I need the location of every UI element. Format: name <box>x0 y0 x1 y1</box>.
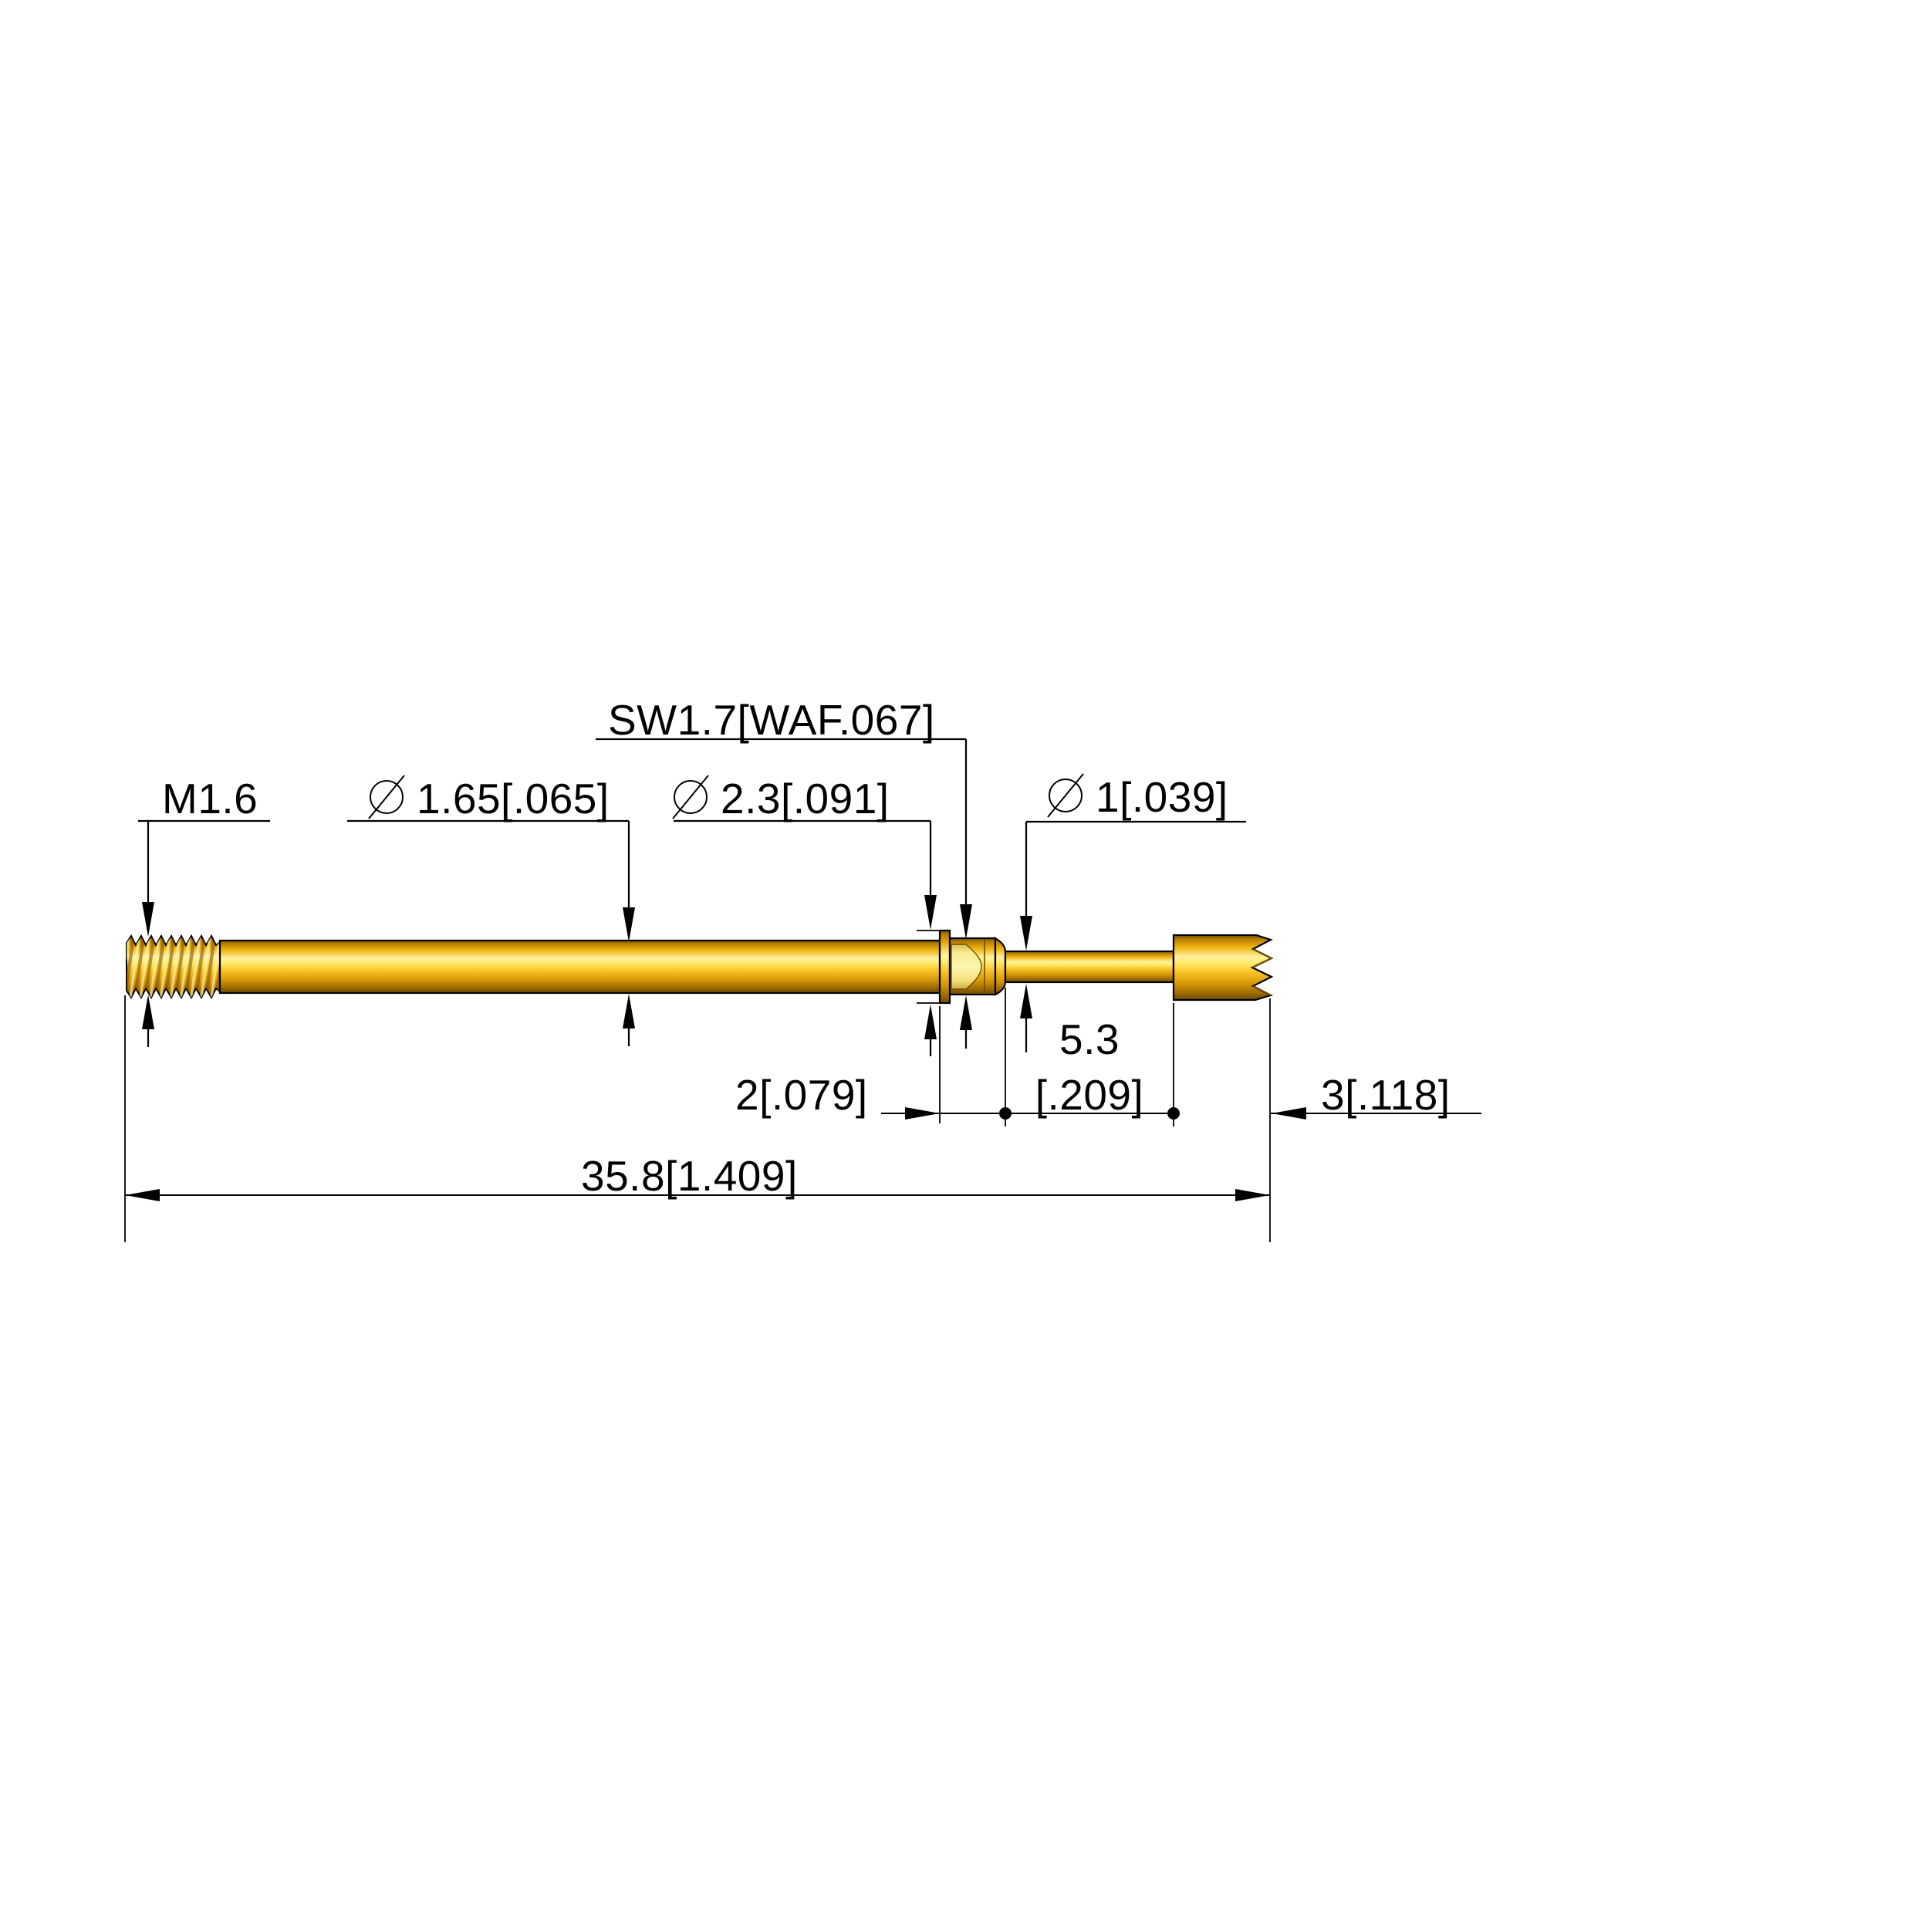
thread-size-label: M1.6 <box>162 775 258 822</box>
plunger-diameter-label: 1[.039] <box>1096 773 1228 821</box>
hex-length-dimension: 2[.079] <box>735 1071 868 1119</box>
diameter-symbol-icon <box>1047 773 1084 818</box>
serrated-tip-head <box>1172 934 1274 1001</box>
dimension-lines <box>125 1107 1481 1201</box>
diameter-symbols <box>368 773 1084 819</box>
diameter-symbol-icon <box>368 775 405 819</box>
probe-body <box>126 929 1274 1005</box>
plunger-exposed-dimension-in: [.209] <box>1035 1071 1144 1119</box>
diameter-symbol-icon <box>672 775 709 819</box>
flange-diameter-label: 2.3[.091] <box>721 775 890 822</box>
taper-section <box>994 937 1007 996</box>
plunger-exposed-dimension-mm: 5.3 <box>1059 1015 1120 1063</box>
flange-section <box>938 929 951 1005</box>
thread-section <box>126 934 221 1000</box>
barrel-diameter-label: 1.65[.065] <box>417 775 610 822</box>
plunger-shaft <box>1004 950 1175 984</box>
overall-length-dimension: 35.8[1.409] <box>581 1152 798 1200</box>
callout-arrowheads <box>142 895 1032 1039</box>
extension-lines <box>124 988 1271 1242</box>
tip-length-dimension: 3[.118] <box>1321 1071 1451 1119</box>
tip-serration-shading <box>1251 948 1273 996</box>
callout-leader-lines <box>138 738 1246 1056</box>
hex-section <box>948 937 997 996</box>
barrel-section <box>218 939 941 995</box>
hex-width-label: SW1.7[WAF.067] <box>608 696 935 744</box>
flange-extension-ticks <box>917 930 941 1004</box>
